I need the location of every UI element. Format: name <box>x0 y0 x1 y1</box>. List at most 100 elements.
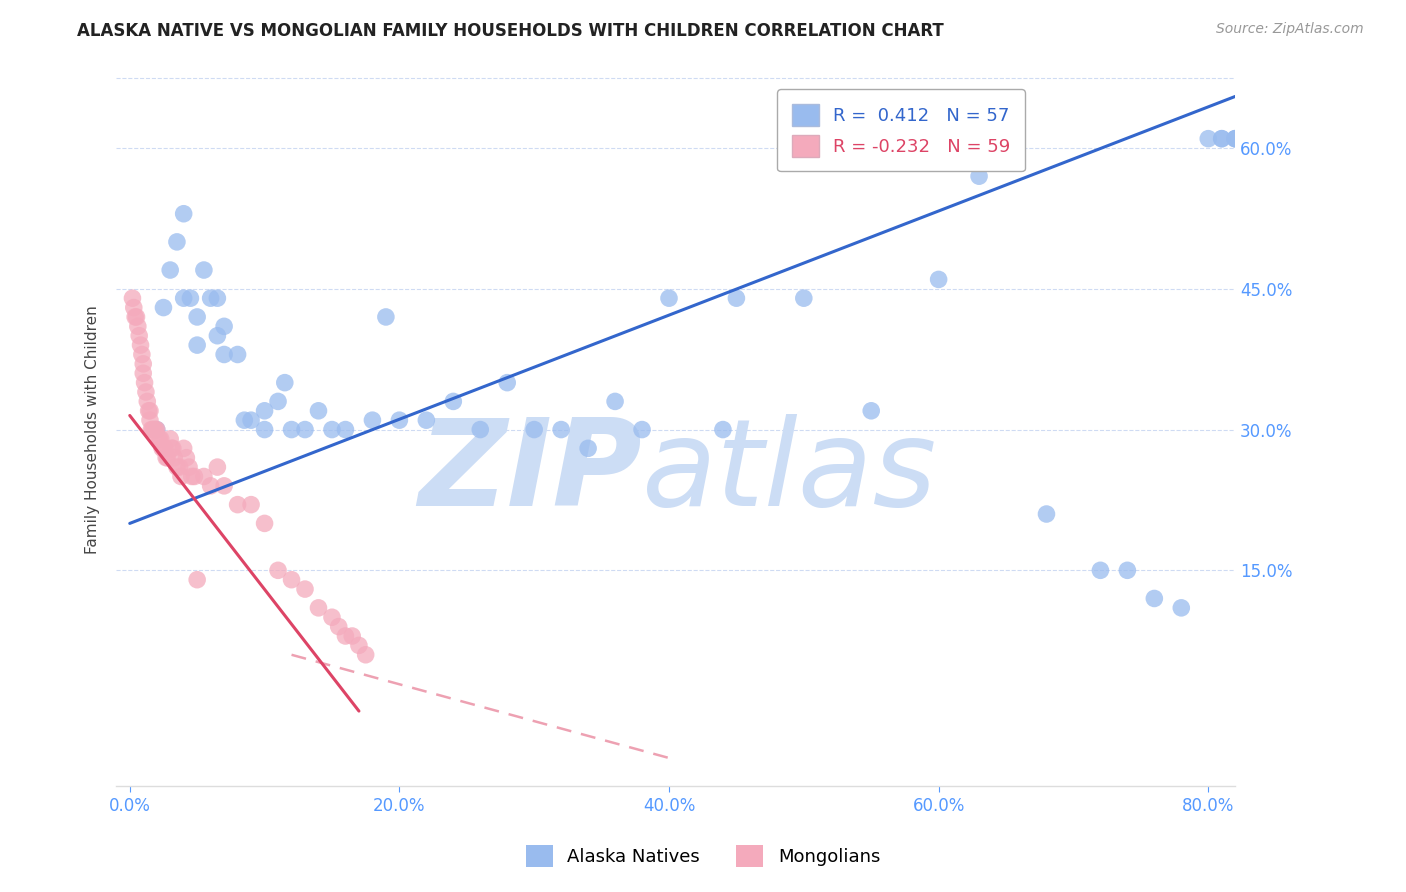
Point <box>193 263 215 277</box>
Point <box>122 301 145 315</box>
Point <box>860 404 883 418</box>
Point <box>1170 600 1192 615</box>
Point <box>186 310 208 324</box>
Point <box>193 469 215 483</box>
Point <box>166 235 188 249</box>
Point <box>129 338 152 352</box>
Point <box>121 291 143 305</box>
Point <box>207 291 229 305</box>
Point <box>496 376 519 390</box>
Point <box>146 432 169 446</box>
Point <box>170 469 193 483</box>
Point <box>523 423 546 437</box>
Point <box>226 347 249 361</box>
Text: Source: ZipAtlas.com: Source: ZipAtlas.com <box>1216 22 1364 37</box>
Point <box>550 423 572 437</box>
Text: ALASKA NATIVE VS MONGOLIAN FAMILY HOUSEHOLDS WITH CHILDREN CORRELATION CHART: ALASKA NATIVE VS MONGOLIAN FAMILY HOUSEH… <box>77 22 943 40</box>
Point <box>132 366 155 380</box>
Point <box>1225 131 1247 145</box>
Point <box>156 450 179 465</box>
Point <box>267 394 290 409</box>
Point <box>139 404 162 418</box>
Point <box>233 413 256 427</box>
Point <box>207 460 229 475</box>
Point <box>658 291 681 305</box>
Point <box>240 498 263 512</box>
Point <box>294 423 316 437</box>
Point <box>141 423 163 437</box>
Point <box>415 413 437 427</box>
Point <box>200 291 222 305</box>
Point <box>335 629 357 643</box>
Point <box>267 563 290 577</box>
Point <box>131 347 153 361</box>
Point <box>1211 131 1233 145</box>
Point <box>134 376 156 390</box>
Point <box>253 423 276 437</box>
Point <box>212 479 235 493</box>
Y-axis label: Family Households with Children: Family Households with Children <box>86 305 100 554</box>
Point <box>388 413 411 427</box>
Point <box>145 423 167 437</box>
Point <box>132 357 155 371</box>
Point <box>180 469 202 483</box>
Point <box>177 460 200 475</box>
Point <box>138 404 160 418</box>
Point <box>150 442 173 456</box>
Point <box>253 404 276 418</box>
Point <box>173 442 195 456</box>
Point <box>1225 131 1247 145</box>
Point <box>226 498 249 512</box>
Point <box>162 442 184 456</box>
Point <box>127 319 149 334</box>
Legend: Alaska Natives, Mongolians: Alaska Natives, Mongolians <box>519 838 887 874</box>
Point <box>148 432 170 446</box>
Point <box>186 338 208 352</box>
Point <box>253 516 276 531</box>
Point <box>173 291 195 305</box>
Point <box>149 432 172 446</box>
Point <box>1225 131 1247 145</box>
Point <box>128 328 150 343</box>
Point <box>143 423 166 437</box>
Point <box>340 629 363 643</box>
Point <box>793 291 815 305</box>
Point <box>1090 563 1112 577</box>
Point <box>163 450 186 465</box>
Point <box>274 376 297 390</box>
Point <box>142 423 165 437</box>
Point <box>321 423 343 437</box>
Text: ZIP: ZIP <box>419 414 643 531</box>
Point <box>361 413 384 427</box>
Point <box>928 272 950 286</box>
Point <box>159 263 181 277</box>
Point <box>441 394 464 409</box>
Point <box>212 347 235 361</box>
Point <box>1197 131 1219 145</box>
Point <box>328 619 350 633</box>
Point <box>145 423 167 437</box>
Text: atlas: atlas <box>643 414 938 531</box>
Point <box>294 582 316 596</box>
Point <box>711 423 734 437</box>
Point <box>152 301 174 315</box>
Point <box>169 460 191 475</box>
Point <box>124 310 146 324</box>
Point <box>183 469 205 483</box>
Point <box>153 442 176 456</box>
Point <box>145 423 167 437</box>
Point <box>308 600 330 615</box>
Point <box>347 639 370 653</box>
Point <box>135 384 157 399</box>
Point <box>1035 507 1057 521</box>
Point <box>160 442 183 456</box>
Point <box>240 413 263 427</box>
Point <box>173 207 195 221</box>
Point <box>603 394 626 409</box>
Point <box>125 310 148 324</box>
Point <box>354 648 377 662</box>
Point <box>159 432 181 446</box>
Point <box>576 442 599 456</box>
Point <box>335 423 357 437</box>
Point <box>152 442 174 456</box>
